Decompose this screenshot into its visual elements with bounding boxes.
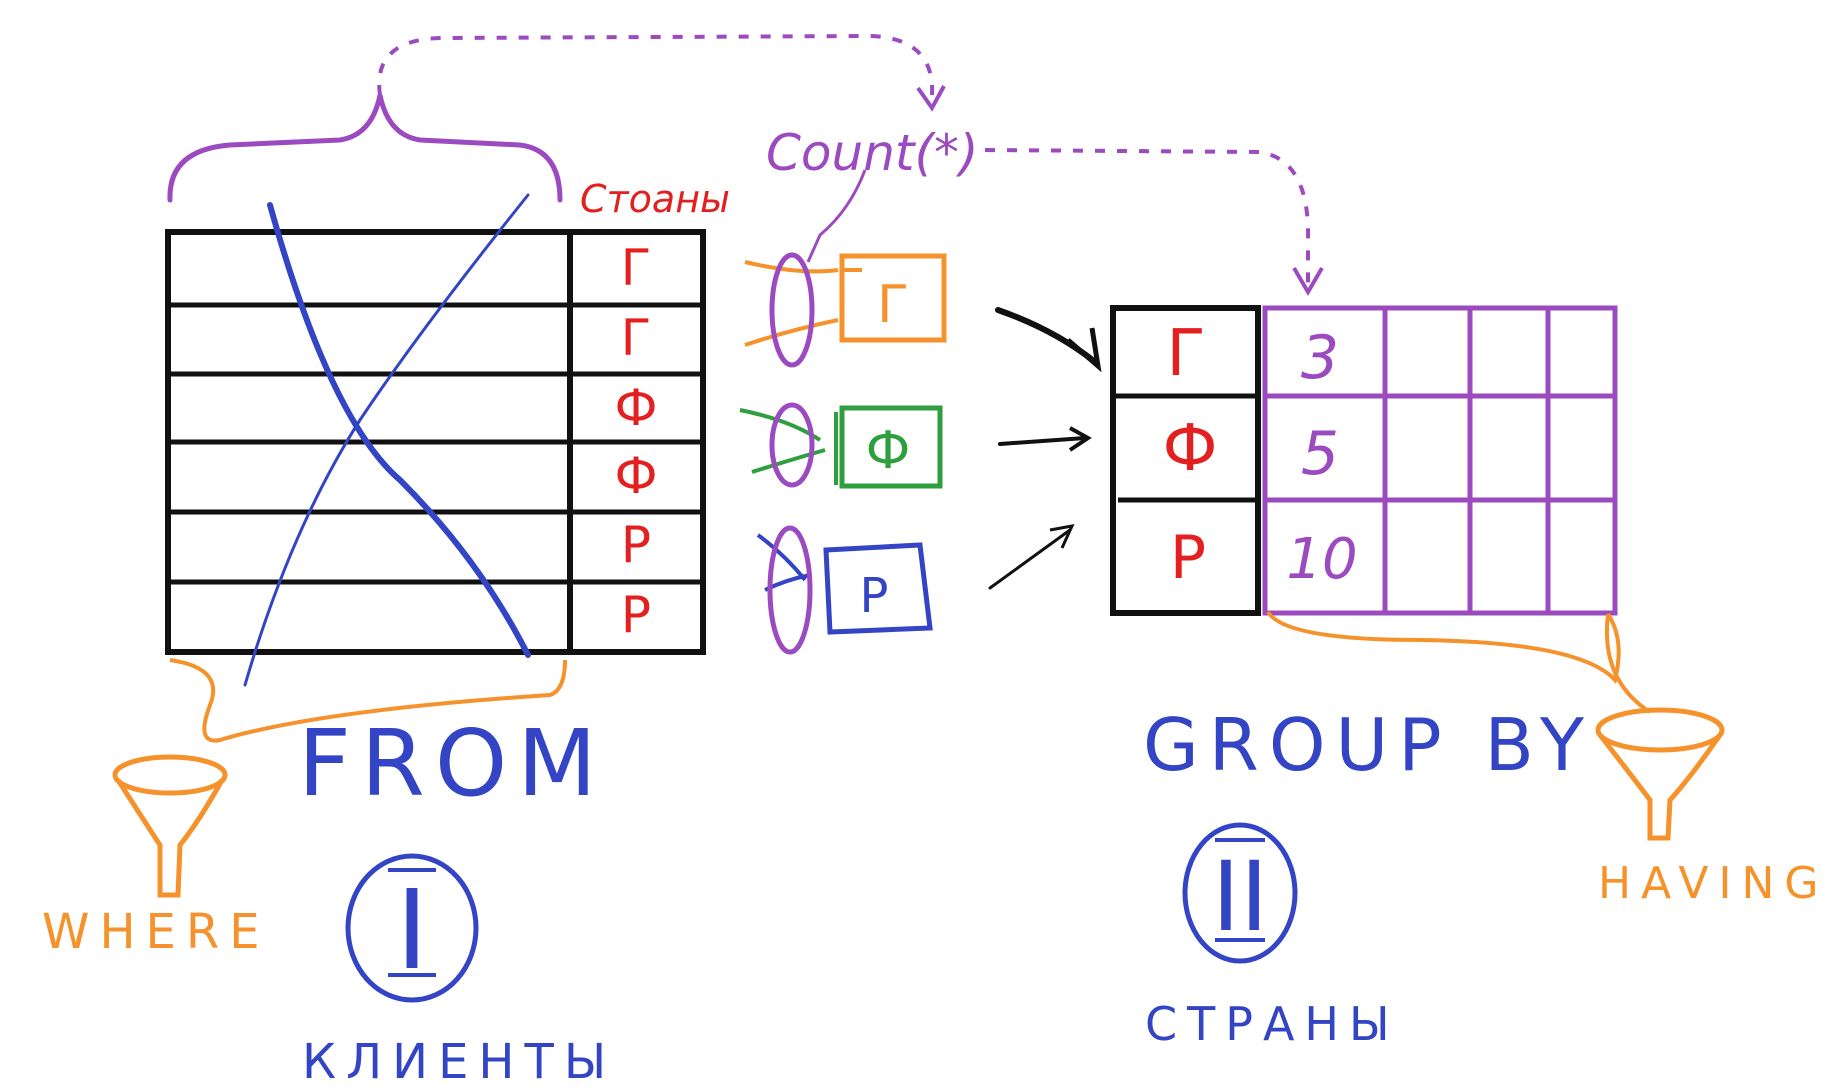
- group-mark-3-letter: Р: [860, 568, 889, 624]
- from-label: FROM: [298, 710, 607, 817]
- dotted-line-count-to-table: [984, 148, 1311, 285]
- count-pointer: [806, 169, 867, 263]
- clients-label: КЛИЕНТЫ: [302, 1034, 616, 1087]
- column-brace: [167, 94, 563, 203]
- grouped-count-1: 3: [1301, 323, 1339, 393]
- source-value-6: Р: [621, 586, 651, 644]
- count-arrow-head: [916, 85, 946, 112]
- grouped-count-3: 10: [1286, 527, 1357, 592]
- grouped-count-2: 5: [1301, 419, 1339, 489]
- source-table: [165, 229, 706, 655]
- grouped-key-1: Г: [1166, 317, 1205, 391]
- arrows-to-grouped-table: [988, 307, 1102, 590]
- source-value-4: Ф: [614, 447, 657, 505]
- group-by-label: GROUP BY: [1143, 703, 1594, 787]
- table-arrow-head: [1292, 266, 1324, 296]
- cross-out-stroke-1: [267, 202, 531, 658]
- source-value-2: Г: [621, 309, 652, 367]
- step-one-numeral: I: [396, 866, 428, 994]
- where-label: WHERE: [42, 904, 270, 960]
- grouped-key-3: Р: [1170, 523, 1206, 593]
- step-one-badge: I: [345, 853, 479, 1003]
- source-column-label: Стоаны: [580, 177, 730, 221]
- grouped-key-2: Ф: [1162, 412, 1217, 486]
- having-curve: [1266, 610, 1621, 685]
- having-label: HAVING: [1598, 858, 1828, 909]
- dotted-line-brace-to-count: [377, 33, 935, 96]
- source-value-1: Г: [621, 239, 652, 297]
- source-value-5: Р: [621, 516, 651, 574]
- where-curve: [169, 658, 567, 743]
- having-funnel-icon: [1595, 707, 1725, 841]
- grouped-table: [1110, 305, 1618, 616]
- group-mark-2: Ф: [739, 402, 943, 489]
- countries-label: СТРАНЫ: [1145, 997, 1400, 1051]
- count-label: Count(*): [766, 124, 979, 182]
- where-funnel-icon: [112, 754, 228, 898]
- group-mark-3: Р: [756, 525, 933, 655]
- having-curve-tail: [1605, 613, 1652, 714]
- source-value-3: Ф: [614, 379, 657, 437]
- step-two-badge: II: [1182, 822, 1298, 964]
- step-two-numeral: II: [1212, 841, 1269, 953]
- group-mark-2-letter: Ф: [866, 421, 911, 481]
- cross-out-stroke-2: [243, 193, 530, 687]
- group-mark-1-letter: Г: [877, 275, 909, 335]
- group-mark-1: Г: [744, 252, 947, 368]
